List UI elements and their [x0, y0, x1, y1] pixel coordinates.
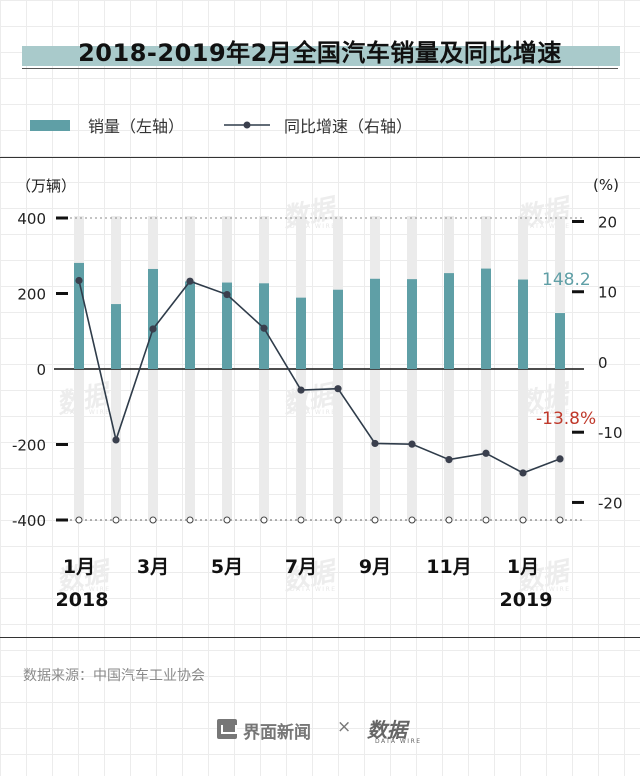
x-axis-marker: [260, 516, 268, 524]
watermark-sub: DATA WIRE: [64, 586, 111, 593]
chart-frame-bottom: [0, 637, 640, 638]
x-axis-month-label: 1月: [507, 556, 539, 578]
x-axis-month-label: 5月: [211, 556, 243, 578]
legend-line-label: 同比增速（右轴）: [284, 117, 413, 136]
x-axis-marker: [334, 516, 342, 524]
x-axis-marker: [408, 516, 416, 524]
right-axis-tick-label: -20: [598, 494, 623, 512]
last-bar-value-label: 148.2: [542, 270, 591, 290]
x-axis-marker: [445, 516, 453, 524]
sales-bar: [481, 268, 491, 369]
growth-point: [408, 440, 416, 448]
growth-point: [371, 439, 379, 448]
x-axis-marker: [223, 516, 231, 524]
right-axis-tick-label: 20: [598, 214, 617, 232]
legend-bar-label: 销量（左轴）: [88, 117, 185, 136]
chart-title: 2018-2019年2月全国汽车销量及同比增速: [78, 39, 562, 67]
sales-bar: [296, 297, 306, 369]
x-axis-marker: [75, 516, 83, 524]
growth-point: [482, 449, 490, 457]
left-axis-tick-label: -200: [12, 437, 46, 455]
datawire-logo: 数据: [367, 718, 407, 742]
sales-bar: [185, 281, 195, 369]
growth-point: [223, 290, 231, 299]
growth-point: [260, 324, 268, 332]
footer: 界面新闻 × 数据 DATA WIRE: [0, 714, 640, 745]
x-axis-month-label: 3月: [137, 556, 169, 578]
legend-bar-swatch: [30, 119, 70, 131]
x-axis-year-label: 2019: [500, 589, 553, 611]
right-axis-unit: (%): [593, 176, 619, 194]
watermark-sub: DATA WIRE: [290, 409, 337, 416]
right-axis-tick-label: 0: [598, 354, 608, 372]
title-underline: [22, 68, 618, 69]
title-band: [22, 46, 620, 66]
sales-bar: [444, 273, 454, 369]
sales-bar: [148, 268, 158, 369]
x-axis-marker: [186, 516, 194, 524]
growth-point: [297, 386, 305, 394]
sales-bar: [555, 313, 565, 369]
growth-point: [519, 469, 527, 477]
x-axis-month-label: 1月: [63, 556, 95, 578]
sales-bar: [74, 262, 84, 369]
growth-line: [78, 280, 561, 474]
watermark-sub: DATA WIRE: [524, 586, 571, 593]
sales-bar: [111, 304, 121, 369]
sales-bar: [407, 279, 417, 369]
growth-point: [186, 277, 194, 285]
x-axis-marker: [519, 516, 527, 524]
watermark-sub: DATA WIRE: [290, 223, 337, 230]
x-axis-year-label: 2018: [56, 589, 109, 611]
x-axis-marker: [149, 516, 157, 524]
left-axis-tick-label: 400: [17, 210, 46, 228]
watermark-sub: DATA WIRE: [524, 409, 571, 416]
growth-point: [149, 325, 157, 333]
right-axis-tick-label: 10: [598, 284, 617, 302]
watermark-sub: DATA WIRE: [64, 409, 111, 416]
x-axis-month-label: 11月: [426, 556, 471, 578]
brand-name: 界面新闻: [243, 723, 311, 743]
growth-point: [112, 436, 120, 444]
left-axis-tick-label: 0: [36, 361, 46, 379]
sales-bar: [518, 279, 528, 369]
data-source: 数据来源：中国汽车工业协会: [23, 668, 205, 684]
watermark-sub: DATA WIRE: [290, 586, 337, 593]
x-axis-marker: [482, 516, 490, 524]
sales-bar: [222, 282, 232, 369]
watermark-sub: DATA WIRE: [524, 223, 571, 230]
growth-point: [556, 455, 564, 463]
left-axis-tick-label: -400: [12, 512, 46, 530]
datawire-logo-sub: DATA WIRE: [375, 738, 422, 745]
sales-bar: [370, 278, 380, 369]
x-axis-marker: [112, 516, 120, 524]
x-axis-marker: [556, 516, 564, 524]
x-axis-month-label: 7月: [285, 556, 317, 578]
chart-frame-top: [0, 157, 640, 158]
legend-line-swatch: [224, 121, 271, 129]
x-axis-marker: [297, 516, 305, 524]
legend: 销量（左轴） 同比增速（右轴）: [30, 113, 452, 137]
growth-point: [445, 456, 453, 464]
last-line-value-label: -13.8%: [536, 409, 596, 429]
growth-point: [75, 276, 83, 285]
x-axis-marker: [371, 516, 379, 524]
left-axis-unit: （万辆）: [16, 177, 77, 195]
right-axis-tick-label: -10: [598, 424, 623, 442]
jiemian-logo-icon: [217, 719, 237, 739]
left-axis-tick-label: 200: [17, 286, 46, 304]
growth-point: [334, 385, 342, 393]
times-icon: ×: [337, 717, 352, 737]
x-axis-month-label: 9月: [359, 556, 391, 578]
sales-bar: [333, 289, 343, 369]
